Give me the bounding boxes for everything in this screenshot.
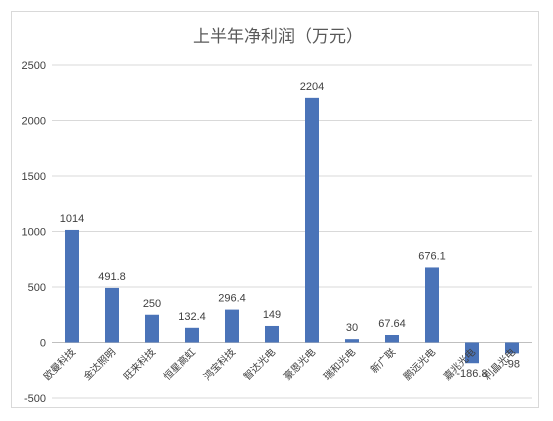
y-tick-label: 1500: [22, 171, 46, 183]
x-tick-label: 旺来科技: [121, 345, 158, 382]
data-label: 296.4: [218, 293, 246, 305]
bars: [65, 97, 519, 364]
chart-title: 上半年净利润（万元）: [193, 27, 363, 47]
x-tick-label: 鹏远光电: [401, 345, 438, 382]
x-tick-label: 豪恩光电: [281, 345, 318, 382]
y-tick-label: -500: [24, 393, 46, 405]
x-tick-label: 智达光电: [241, 345, 278, 382]
data-label: 67.64: [378, 318, 406, 330]
bar: [305, 97, 319, 343]
data-label: -98: [504, 358, 520, 370]
data-label: 250: [143, 298, 161, 310]
y-tick-label: 2500: [22, 60, 46, 72]
bar: [225, 309, 239, 343]
bar: [185, 327, 199, 343]
y-tick-label: 500: [28, 282, 46, 294]
bar: [265, 325, 279, 343]
y-tick-label: 0: [40, 338, 46, 350]
data-label: 132.4: [178, 311, 206, 323]
data-label: 676.1: [418, 250, 446, 262]
data-labels: 1014 491.8 250 132.4 296.4 149 2204 30 67.64 676.…: [60, 81, 520, 380]
grid-lines: [52, 64, 532, 399]
bar: [145, 314, 159, 343]
x-tick-label: 瑞和光电: [321, 345, 358, 382]
bar: [465, 342, 479, 364]
x-tick-label: 金达照明: [81, 345, 118, 382]
bar: [105, 287, 119, 343]
data-label: 30: [346, 322, 358, 334]
y-axis: -500 0 500 1000 1500 2000 2500: [22, 60, 46, 405]
y-tick-label: 2000: [22, 116, 46, 128]
data-label: 1014: [60, 213, 84, 225]
data-label: 2204: [300, 81, 324, 93]
x-tick-label: 欧曼科技: [41, 345, 78, 382]
x-tick-label: 鸿宝科技: [201, 345, 238, 382]
bar: [65, 229, 79, 343]
x-tick-label: 新广联: [368, 345, 398, 375]
data-label: 491.8: [98, 271, 126, 283]
bar: [425, 267, 439, 343]
bar: [345, 339, 359, 343]
y-tick-label: 1000: [22, 227, 46, 239]
x-axis: 欧曼科技 金达照明 旺来科技 恒星高虹 鸿宝科技 智达光电 豪恩光电 瑞和光电 新广联 鹏远光电嘉…: [41, 345, 518, 382]
bar: [505, 342, 519, 354]
x-tick-label: 恒星高虹: [161, 345, 198, 382]
data-label: 149: [263, 309, 281, 321]
bar: [385, 334, 399, 343]
data-label: -186.8: [456, 368, 487, 380]
